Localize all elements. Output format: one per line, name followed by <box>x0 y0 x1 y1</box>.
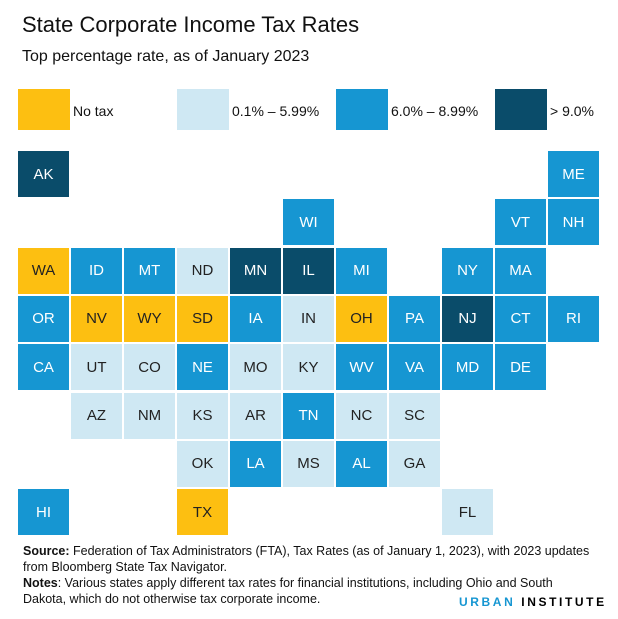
state-tile-vt: VT <box>495 199 546 246</box>
state-tile-nj: NJ <box>442 295 493 342</box>
state-tile-tn: TN <box>283 392 334 439</box>
state-tile-de: DE <box>495 344 546 391</box>
state-tile-me: ME <box>548 151 599 197</box>
notes: Notes: Various states apply different ta… <box>23 575 563 607</box>
chart-subtitle: Top percentage rate, as of January 2023 <box>22 48 310 65</box>
urban-institute-logo: URBAN INSTITUTE <box>459 595 607 609</box>
state-tile-ak: AK <box>18 151 69 197</box>
state-tile-ks: KS <box>177 392 228 439</box>
state-tile-nc: NC <box>336 392 387 439</box>
state-tile-sc: SC <box>389 392 440 439</box>
state-tile-ri: RI <box>548 295 599 342</box>
state-tile-or: OR <box>18 295 69 342</box>
state-tile-oh: OH <box>336 295 387 342</box>
state-tile-ms: MS <box>283 440 334 487</box>
state-tile-nd: ND <box>177 247 228 294</box>
state-tile-wa: WA <box>18 247 69 294</box>
state-tile-ar: AR <box>230 392 281 439</box>
state-tile-sd: SD <box>177 295 228 342</box>
state-tile-la: LA <box>230 440 281 487</box>
state-tile-ut: UT <box>71 344 122 391</box>
notes-text: : Various states apply different tax rat… <box>23 576 553 606</box>
state-tile-al: AL <box>336 440 387 487</box>
state-tile-nm: NM <box>124 392 175 439</box>
state-tile-ct: CT <box>495 295 546 342</box>
source-text: Federation of Tax Administrators (FTA), … <box>23 544 590 574</box>
state-tile-tx: TX <box>177 489 228 536</box>
state-tile-in: IN <box>283 295 334 342</box>
state-tile-id: ID <box>71 247 122 294</box>
legend-label-mid: 6.0% – 8.99% <box>391 103 479 119</box>
source-label: Source: <box>23 544 70 558</box>
legend-label-high: > 9.0% <box>550 103 594 119</box>
state-tile-az: AZ <box>71 392 122 439</box>
state-tile-ca: CA <box>18 344 69 391</box>
state-tile-nh: NH <box>548 199 599 246</box>
legend-swatch-none <box>18 89 70 130</box>
legend-swatch-mid <box>336 89 388 130</box>
state-tile-mt: MT <box>124 247 175 294</box>
state-tile-mo: MO <box>230 344 281 391</box>
legend-label-none: No tax <box>73 103 114 119</box>
state-tile-ok: OK <box>177 440 228 487</box>
state-tile-il: IL <box>283 247 334 294</box>
state-tile-fl: FL <box>442 489 493 536</box>
state-tile-nv: NV <box>71 295 122 342</box>
state-tile-ma: MA <box>495 247 546 294</box>
logo-part1: URBAN <box>459 595 516 609</box>
chart-title: State Corporate Income Tax Rates <box>22 12 360 37</box>
legend-swatch-low <box>177 89 229 130</box>
legend-label-low: 0.1% – 5.99% <box>232 103 320 119</box>
state-tile-co: CO <box>124 344 175 391</box>
state-tile-ga: GA <box>389 440 440 487</box>
state-tile-va: VA <box>389 344 440 391</box>
state-tile-ia: IA <box>230 295 281 342</box>
notes-label: Notes <box>23 576 58 590</box>
state-tile-mn: MN <box>230 247 281 294</box>
state-tile-ne: NE <box>177 344 228 391</box>
state-tile-wy: WY <box>124 295 175 342</box>
state-tile-hi: HI <box>18 489 69 536</box>
state-tile-md: MD <box>442 344 493 391</box>
state-tile-ky: KY <box>283 344 334 391</box>
source-note: Source: Federation of Tax Administrators… <box>23 543 593 575</box>
state-tile-wi: WI <box>283 199 334 246</box>
state-tile-ny: NY <box>442 247 493 294</box>
logo-part2: INSTITUTE <box>521 595 607 609</box>
state-tile-pa: PA <box>389 295 440 342</box>
state-tile-wv: WV <box>336 344 387 391</box>
legend-swatch-high <box>495 89 547 130</box>
state-tile-mi: MI <box>336 247 387 294</box>
